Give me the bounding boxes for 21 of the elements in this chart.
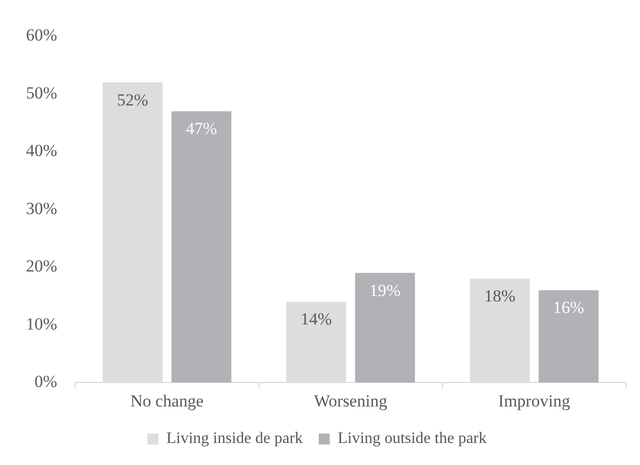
y-tick-label: 0% — [34, 372, 58, 392]
data-label: 47% — [186, 119, 217, 138]
data-label: 18% — [484, 286, 516, 306]
bar — [355, 272, 415, 383]
x-tick-label: No change — [130, 391, 204, 410]
bar — [538, 290, 599, 383]
y-tick-label: 60% — [26, 26, 58, 45]
legend-label: Living outside the park — [338, 430, 487, 448]
data-label: 14% — [300, 310, 332, 329]
bar — [171, 111, 232, 383]
x-tick-label: Improving — [498, 391, 571, 410]
y-tick-label: 50% — [26, 83, 58, 102]
data-label: 19% — [369, 280, 401, 300]
y-tick-label: 40% — [26, 141, 58, 160]
data-label: 16% — [553, 298, 584, 318]
legend-label: Living inside de park — [166, 430, 303, 448]
y-tick-label: 10% — [26, 314, 58, 334]
y-tick-label: 30% — [26, 198, 58, 218]
x-tick-label: Worsening — [314, 391, 388, 410]
data-label: 52% — [116, 90, 148, 110]
y-tick-label: 20% — [26, 256, 58, 276]
